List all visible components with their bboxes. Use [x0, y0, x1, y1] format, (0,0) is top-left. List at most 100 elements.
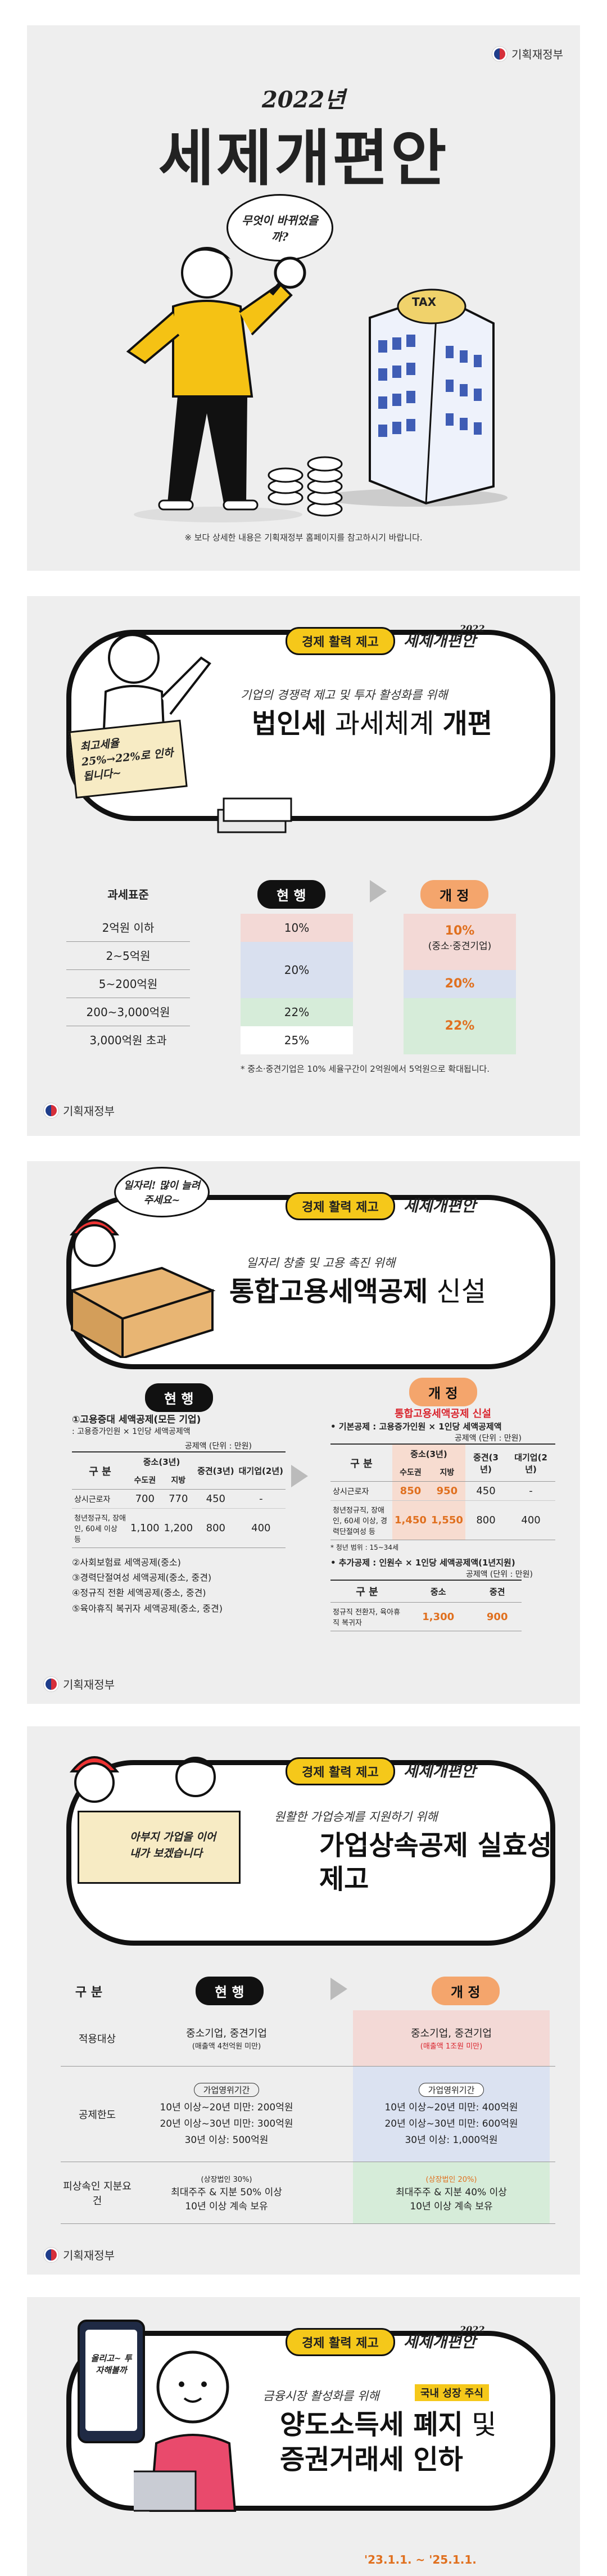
thought-bubble: 무엇이 바뀌었을까?: [227, 194, 333, 261]
new-header: 개 정: [420, 880, 488, 909]
bracket-row: 2~5억원: [66, 942, 190, 970]
footnote: * 중소·중견기업은 10% 세율구간이 2억원에서 5억원으로 확대됩니다.: [241, 1064, 490, 1074]
section-cover: 기획재정부 2022년 세제개편안 무엇이 바뀌었을까? TAX: [27, 25, 580, 571]
building-illustration: [325, 288, 508, 507]
rate-cell: 10%: [241, 914, 353, 942]
current-header: 현 행: [145, 1383, 213, 1412]
table-cell: 400: [251, 1522, 271, 1534]
unit-label: 공제액 (단위 : 만원): [465, 1570, 533, 1579]
title-part: 과세체계: [326, 708, 443, 739]
section-title-line2: 제고: [319, 1864, 369, 1895]
phone-illustration: 올리고~ 투자해볼까: [78, 2320, 145, 2443]
character-illustration: [134, 2351, 237, 2512]
speech-cloud: 일자리! 많이 늘려주세요~: [114, 1167, 210, 1217]
table-header: 구 분: [72, 1452, 128, 1490]
cell-text: 30년 이상: 500억원: [184, 2134, 269, 2146]
period-pill: 가업영위기간: [418, 2082, 484, 2097]
table-cell: 400: [521, 1514, 541, 1526]
new-rates: 10% (중소·중견기업) 20% 22%: [404, 914, 516, 1054]
economy-tag: 경제 활력 제고: [286, 2328, 395, 2356]
rate-cell: 20%: [241, 942, 353, 998]
table-cell: 1,450: [392, 1500, 429, 1540]
arrow-icon: [291, 1465, 308, 1487]
cell-note: (상장법인 20%): [425, 2176, 477, 2184]
brand-label: 세제개편안: [403, 2333, 476, 2351]
current-column: ①고용증대 세액공제(모든 기업) : 고용증가인원 × 1인당 세액공제액 공…: [72, 1411, 286, 1616]
col-header-bracket: 과세표준: [107, 888, 149, 901]
rate-note: (중소·중견기업): [428, 941, 492, 952]
current-table: 구 분 중소(3년) 중견(3년) 대기업(2년) 수도권 지방 상시근로자 700 770…: [72, 1451, 286, 1548]
bracket-row: 200~3,000억원: [66, 998, 190, 1026]
table-cell: 청년정규직, 장애인, 60세 이상, 경력단절여성 등: [333, 1506, 388, 1536]
row-label: 적용대상: [78, 2033, 116, 2045]
cell-text: 10년 이상~20년 미만: 200억원: [160, 2101, 293, 2113]
table-cell: 770: [169, 1493, 188, 1505]
item-line: • 기본공제 : 고용증가인원 × 1인당 세액공제액: [330, 1422, 502, 1432]
cell-text: 최대주주 & 지분 40% 이상: [396, 2187, 507, 2198]
item-line: ③경력단절여성 세액공제(중소, 중견): [72, 1572, 212, 1584]
tag-row: 경제 활력 제고 세제개편안: [286, 1192, 476, 1220]
period-pill: 가업영위기간: [193, 2082, 260, 2097]
gov-logo-icon: [492, 46, 507, 61]
current-header: 현 행: [257, 880, 325, 909]
cell-text: 중소기업, 중견기업: [411, 2028, 492, 2040]
cell-text: 10년 이상 계속 보유: [185, 2201, 268, 2212]
title-part: 개편: [442, 708, 492, 739]
cell-text: 20년 이상~30년 미만: 600억원: [384, 2118, 518, 2130]
economy-tag: 경제 활력 제고: [286, 1757, 395, 1785]
gov-logo-label: 기획재정부: [511, 48, 563, 61]
tag-row: 경제 활력 제고 세제개편안: [286, 2328, 476, 2356]
table-cell: -: [529, 1485, 533, 1497]
table-header: 수도권: [128, 1471, 162, 1490]
table-header: 중견(3년): [195, 1452, 237, 1490]
section-title: 법인세 과세체계 개편: [252, 708, 492, 739]
gov-logo-label: 기획재정부: [63, 2249, 115, 2262]
cover-year: 2022년: [261, 87, 346, 113]
unit-label: 공제액 (단위 : 만원): [454, 1434, 522, 1443]
current-rates: 10% 20% 22% 25%: [241, 914, 353, 1054]
economy-tag: 경제 활력 제고: [286, 1192, 395, 1220]
new-headline: 통합고용세액공제 신설: [395, 1408, 491, 1420]
table-cell: 정규직 전환자, 육아휴직 복귀자: [333, 1608, 401, 1627]
brand-label: 세제개편안: [403, 631, 476, 650]
table-header: 중견(3년): [465, 1444, 507, 1482]
table-header: 중소(3년): [392, 1444, 465, 1463]
table-cell: 950: [428, 1481, 465, 1501]
new-header: 개 정: [432, 1977, 500, 2005]
bracket-row: 5~200억원: [66, 970, 190, 998]
section-capital-gains: 경제 활력 제고 세제개편안 2022 올리고~ 투자해볼까 금융시장 활성화를…: [27, 2297, 580, 2576]
bracket-list: 2억원 이하 2~5억원 5~200억원 200~3,000억원 3,000억원…: [66, 914, 190, 1054]
table-cell: 1,200: [164, 1522, 193, 1534]
table-header: 구 분: [330, 1444, 392, 1482]
cell-note: (매출액 4천억원 미만): [192, 2042, 261, 2051]
new-column: 통합고용세액공제 신설 • 기본공제 : 고용증가인원 × 1인당 세액공제액 …: [330, 1406, 555, 1631]
tag-row: 경제 활력 제고 세제개편안: [286, 1757, 476, 1785]
table-header: 지방: [161, 1471, 196, 1490]
title-part: 신설: [428, 1276, 486, 1307]
section-title: 가업상속공제 실효성: [319, 1830, 552, 1861]
new-header: 개 정: [409, 1378, 477, 1406]
coins-illustration: [268, 456, 343, 517]
arrow-icon: [370, 880, 387, 903]
table-cell: 450: [206, 1493, 226, 1505]
table-header: 구 분: [356, 1586, 378, 1598]
tag-row: 경제 활력 제고 세제개편안: [286, 627, 476, 655]
row-label: 공제한도: [78, 2109, 116, 2121]
section-subtitle: 원활한 가업승계를 지원하기 위해: [274, 1810, 438, 1824]
item-line: : 고용증가인원 × 1인당 세액공제액: [72, 1427, 191, 1436]
table-header: 중견: [489, 1586, 505, 1597]
money-stack: [217, 797, 292, 833]
gov-logo-icon: [44, 2247, 58, 2262]
table-cell: 850: [392, 1481, 429, 1501]
table-cell: 1,300: [422, 1610, 455, 1623]
section-employment-credit: 경제 활력 제고 세제개편안 일자리! 많이 늘려주세요~ 일자리 창출 및 고…: [27, 1161, 580, 1704]
cell-text: 10년 이상 계속 보유: [410, 2201, 493, 2212]
col-header-gubun: 구 분: [75, 1986, 103, 2000]
table-cell: 700: [135, 1493, 155, 1505]
worker-box-illustration: [69, 1219, 216, 1358]
brand-year: 2022: [460, 2324, 485, 2335]
cell-text: 최대주주 & 지분 50% 이상: [171, 2187, 282, 2198]
cell-text: 30년 이상: 1,000억원: [405, 2134, 498, 2146]
rate-cell: 22%: [241, 998, 353, 1026]
